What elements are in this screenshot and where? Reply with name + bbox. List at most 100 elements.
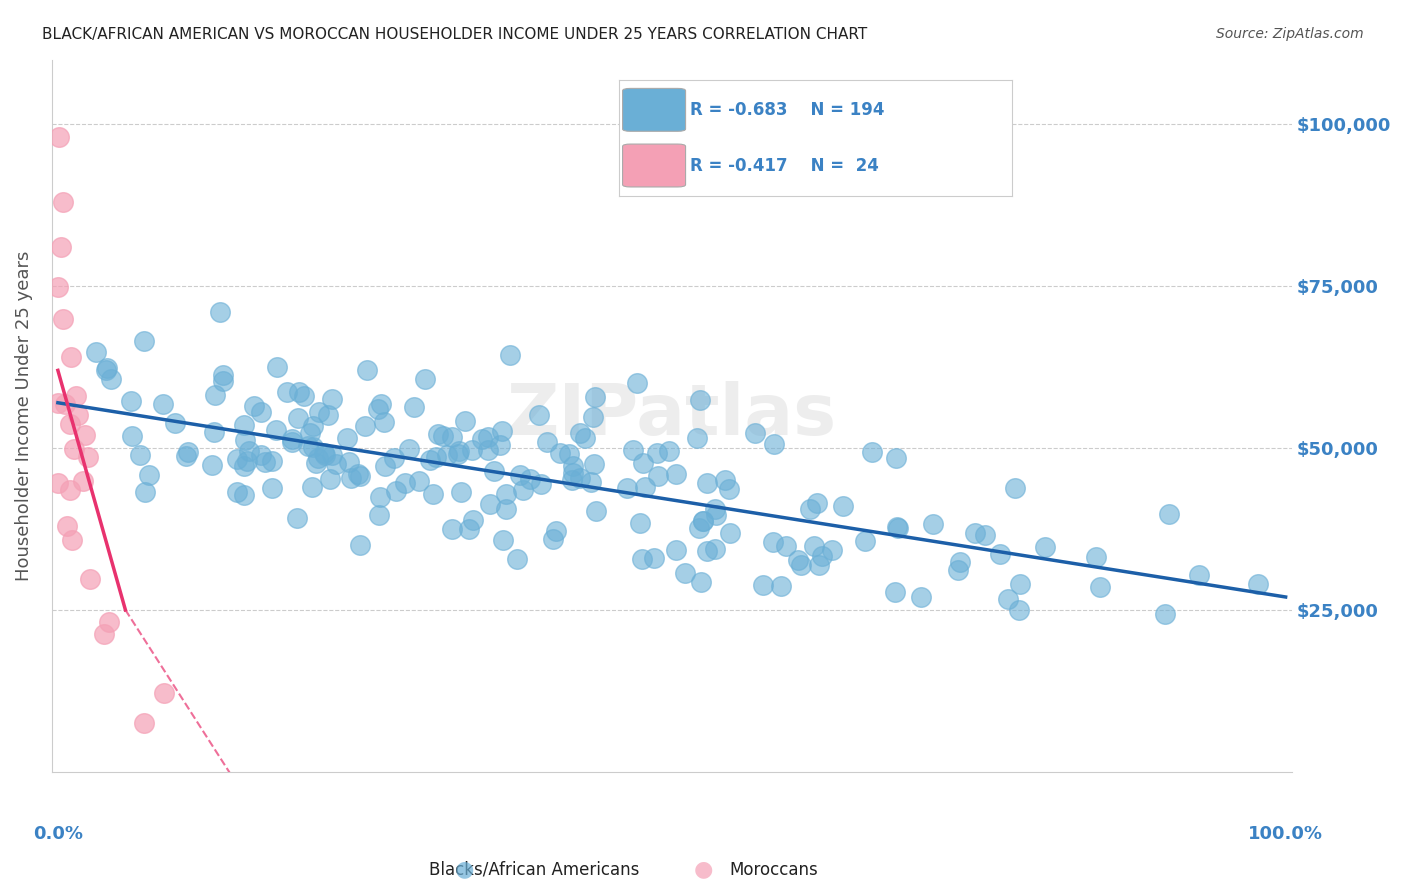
Point — [367, 401, 389, 416]
Y-axis label: Householder Income Under 25 years: Householder Income Under 25 years — [15, 251, 32, 581]
Point — [762, 534, 785, 549]
Point — [492, 533, 515, 548]
Point — [558, 447, 581, 461]
Point — [806, 496, 828, 510]
Point — [491, 424, 513, 438]
Point — [460, 443, 482, 458]
Point — [426, 427, 449, 442]
Point — [1035, 540, 1057, 554]
Point — [478, 497, 501, 511]
FancyBboxPatch shape — [623, 144, 686, 187]
Text: Source: ZipAtlas.com: Source: ZipAtlas.com — [1216, 27, 1364, 41]
Point — [59, 483, 82, 497]
Point — [336, 431, 359, 445]
Point — [696, 476, 718, 491]
Point — [425, 450, 447, 465]
Point — [949, 555, 972, 569]
Point — [853, 534, 876, 549]
Point — [689, 393, 711, 408]
Point — [714, 473, 737, 487]
Point — [1188, 567, 1211, 582]
Point — [477, 430, 499, 444]
Point — [276, 385, 298, 400]
Point — [645, 446, 668, 460]
Point — [316, 408, 339, 422]
Point — [536, 435, 558, 450]
Point — [374, 458, 396, 473]
Point — [337, 454, 360, 468]
Point — [134, 484, 156, 499]
Point — [368, 490, 391, 504]
Point — [803, 539, 825, 553]
Point — [769, 579, 792, 593]
Point — [46, 476, 69, 491]
Point — [585, 504, 607, 518]
Point — [212, 368, 235, 382]
Point — [562, 466, 585, 480]
Point — [132, 716, 155, 731]
Text: R = -0.417    N =  24: R = -0.417 N = 24 — [689, 156, 879, 175]
Point — [621, 442, 644, 457]
Point — [581, 475, 603, 489]
Point — [820, 542, 842, 557]
Point — [52, 311, 75, 326]
Point — [574, 432, 596, 446]
Point — [288, 384, 311, 399]
Point — [52, 195, 75, 210]
Point — [546, 524, 568, 538]
Point — [692, 514, 714, 528]
Point — [349, 538, 371, 552]
Point — [446, 447, 468, 461]
Point — [582, 457, 605, 471]
Point — [302, 440, 325, 454]
Point — [46, 396, 69, 410]
Point — [436, 448, 458, 462]
Point — [75, 428, 97, 442]
Point — [60, 533, 83, 548]
Point — [744, 425, 766, 440]
Point — [370, 397, 392, 411]
Point — [129, 448, 152, 462]
Point — [93, 627, 115, 641]
Point — [208, 305, 231, 319]
Point — [775, 539, 797, 553]
Point — [264, 423, 287, 437]
Point — [454, 413, 477, 427]
Point — [689, 574, 711, 589]
Point — [176, 449, 198, 463]
Point — [720, 525, 742, 540]
Point — [97, 615, 120, 630]
Point — [285, 511, 308, 525]
Point — [242, 399, 264, 413]
Text: ●: ● — [693, 860, 713, 880]
Point — [46, 280, 69, 294]
Text: 0.0%: 0.0% — [32, 825, 83, 843]
Point — [402, 400, 425, 414]
Point — [799, 501, 821, 516]
Point — [96, 361, 118, 376]
Point — [325, 457, 347, 471]
Point — [519, 472, 541, 486]
Point — [688, 521, 710, 535]
Point — [96, 363, 118, 377]
Point — [561, 473, 583, 487]
Point — [562, 458, 585, 473]
Point — [482, 464, 505, 478]
Point — [48, 130, 70, 145]
Point — [249, 448, 271, 462]
Point — [692, 514, 714, 528]
Point — [860, 445, 883, 459]
Point — [340, 470, 363, 484]
Point — [449, 444, 471, 458]
Point — [314, 448, 336, 462]
Point — [233, 488, 256, 502]
Point — [232, 459, 254, 474]
Point — [262, 481, 284, 495]
Point — [238, 443, 260, 458]
Point — [583, 390, 606, 404]
Text: Blacks/African Americans: Blacks/African Americans — [429, 861, 640, 879]
Point — [569, 426, 592, 441]
Point — [440, 430, 463, 444]
Point — [382, 451, 405, 466]
Point — [138, 468, 160, 483]
